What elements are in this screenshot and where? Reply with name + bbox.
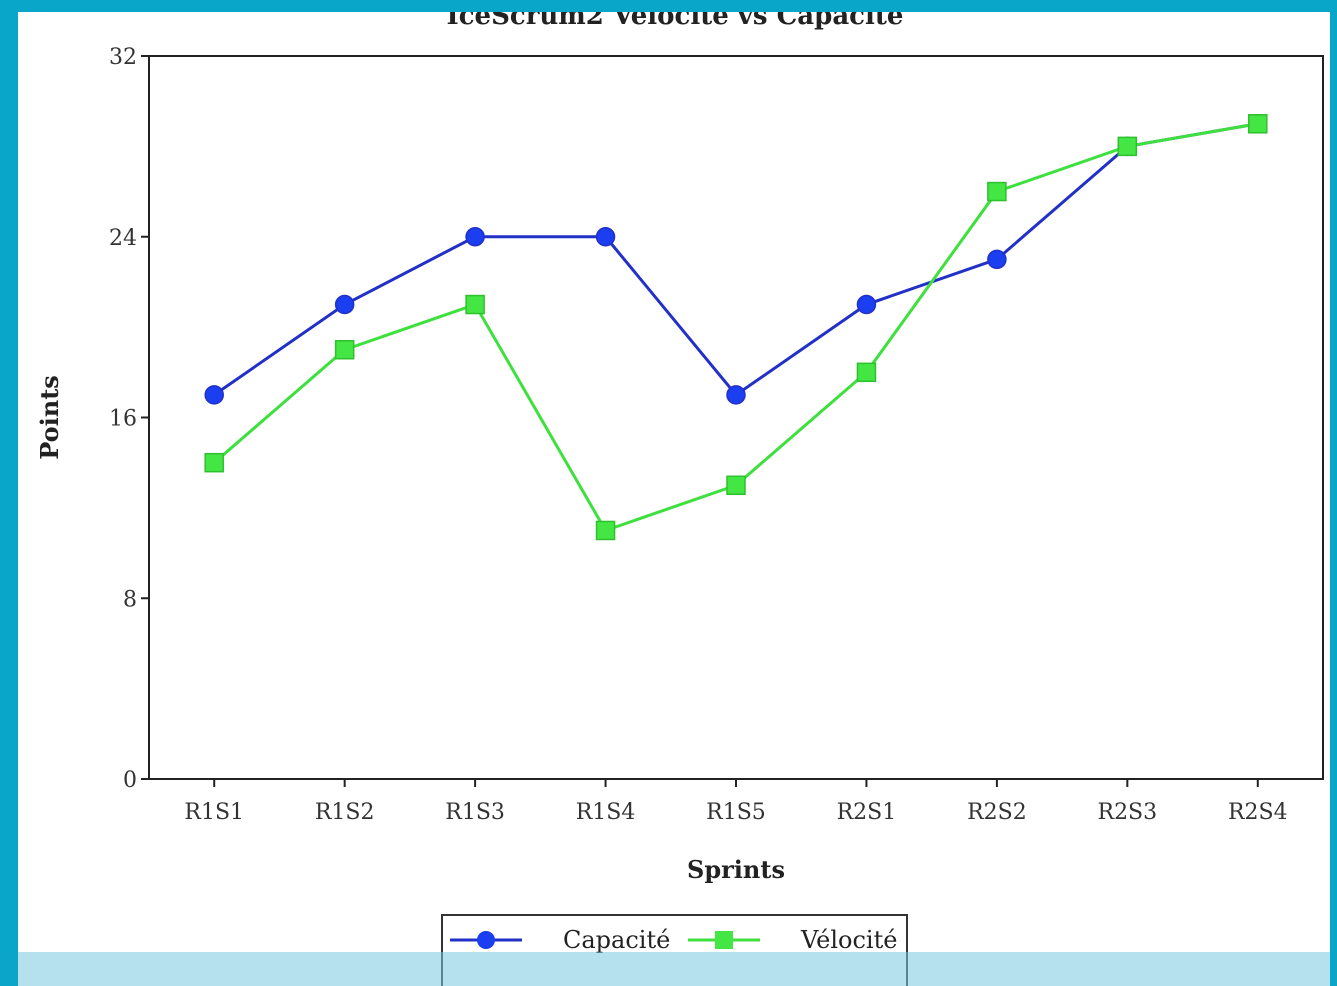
data-point: [334, 294, 355, 315]
data-point: [987, 249, 1007, 270]
data-point: [1117, 136, 1138, 157]
data-point: [726, 475, 746, 496]
x-tick-label: R1S3: [445, 800, 505, 825]
x-tick-label: R2S3: [1098, 800, 1158, 825]
x-tick-label: R2S2: [967, 800, 1027, 825]
y-axis-title: Points: [35, 375, 64, 460]
data-point: [595, 520, 616, 541]
data-point: [1248, 114, 1268, 134]
floor-reflection: [18, 952, 1330, 986]
data-point: [204, 385, 224, 405]
chart-canvas: IceScrum2 Vélocité vs Capacité 0 8 16 24 32 …: [18, 12, 1330, 986]
x-tick-label: R1S1: [184, 800, 244, 825]
data-point: [465, 294, 485, 315]
x-tick-label: R1S5: [706, 800, 766, 825]
x-tick-label: R2S1: [837, 800, 897, 825]
x-tick-label: R1S4: [576, 800, 636, 825]
chart-title: IceScrum2 Vélocité vs Capacité: [447, 12, 904, 31]
y-tick-label: 8: [123, 587, 137, 612]
x-axis: R1S1 R1S2 R1S3 R1S4 R1S5 R2S1 R2S2 R2S3 R2S4: [184, 779, 1288, 825]
data-point: [987, 181, 1007, 202]
legend-item: Capacité: [450, 926, 670, 954]
series-1: [204, 114, 1268, 405]
series-layer: [204, 114, 1268, 541]
series-line: [213, 122, 1259, 397]
y-tick-label: 24: [109, 226, 137, 251]
line-chart: IceScrum2 Vélocité vs Capacité 08162432 …: [35, 12, 1324, 986]
data-point: [465, 227, 485, 247]
series-line: [213, 122, 1259, 533]
x-tick-label: R2S4: [1228, 800, 1288, 825]
legend-label: Vélocité: [800, 926, 897, 954]
data-point: [726, 385, 746, 405]
legend-label: Capacité: [563, 926, 670, 954]
y-tick-label: 0: [123, 768, 137, 793]
series-2: [204, 114, 1268, 541]
y-tick-label: 32: [109, 45, 137, 70]
plot-area: [148, 55, 1324, 780]
data-point: [856, 362, 877, 383]
y-tick-label: 16: [109, 407, 137, 432]
data-point: [204, 452, 224, 473]
legend-marker: [477, 931, 495, 949]
legend-marker: [715, 931, 733, 949]
data-point: [334, 339, 355, 360]
x-tick-label: R1S2: [315, 800, 375, 825]
data-point: [595, 227, 616, 247]
y-axis: 0 8 16 24 32: [109, 45, 149, 793]
legend-item: Vélocité: [688, 926, 897, 954]
x-axis-title: Sprints: [687, 855, 785, 884]
data-point: [856, 294, 877, 315]
